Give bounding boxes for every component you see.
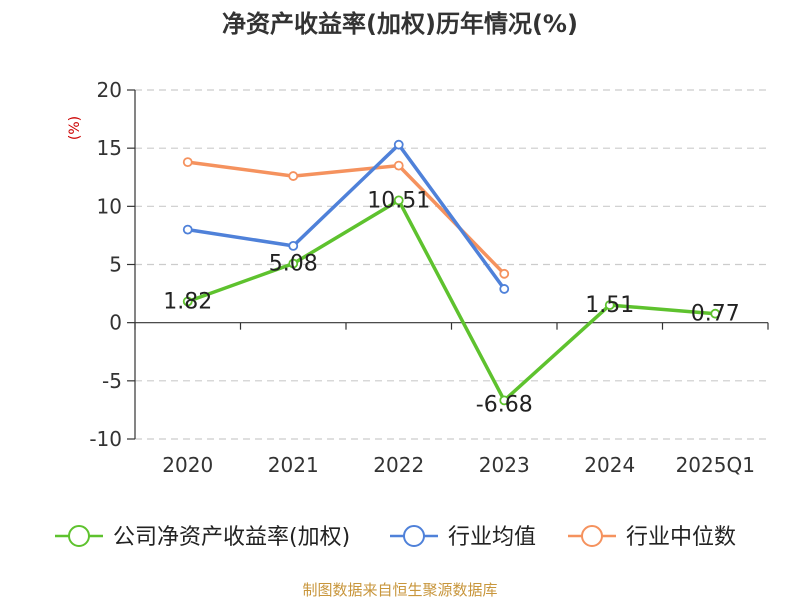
y-tick-label: 0 <box>109 311 122 335</box>
data-point <box>604 300 615 311</box>
legend-label: 公司净资产收益率(加权) <box>113 525 350 550</box>
data-point <box>182 296 193 307</box>
y-tick-label: 20 <box>97 78 122 102</box>
y-tick-label: 15 <box>97 136 122 160</box>
y-tick-label: -10 <box>89 427 122 451</box>
series-line <box>187 142 506 290</box>
data-label: 1.82 <box>163 289 212 314</box>
y-tick-label: 5 <box>109 253 122 277</box>
legend-marker <box>68 525 90 547</box>
legend: 公司净资产收益率(加权) 行业均值 行业中位数 <box>55 525 736 550</box>
x-tick-label: 2020 <box>162 453 213 477</box>
x-tick-label: 2023 <box>479 453 530 477</box>
data-point <box>288 240 299 251</box>
data-label: 10.51 <box>367 188 430 213</box>
data-point <box>393 160 404 171</box>
grid-layer <box>135 89 768 440</box>
chart-title: 净资产收益率(加权)历年情况(%) <box>222 10 578 38</box>
data-label: 0.77 <box>691 302 740 327</box>
data-point <box>182 224 193 235</box>
data-point <box>288 171 299 181</box>
data-label: 5.08 <box>269 252 318 277</box>
data-label: 1.51 <box>585 293 634 318</box>
y-tick-label: -5 <box>102 369 122 393</box>
legend-label: 行业中位数 <box>626 525 736 550</box>
y-tick-label: 10 <box>97 194 122 218</box>
data-point <box>499 284 510 294</box>
legend-marker <box>403 525 425 547</box>
data-label-layer: 1.82 5.08 10.51 -6.68 1.51 0.77 <box>163 188 739 417</box>
data-point <box>288 258 299 269</box>
data-point <box>393 139 404 150</box>
y-axis-label: (%) <box>67 116 83 140</box>
axis-layer: 20 15 10 5 0 -5 -10 2020 2021 2022 2023 2024 2025Q1 <box>89 78 769 477</box>
x-tick-label: 2025Q1 <box>676 453 755 477</box>
data-point <box>393 195 404 206</box>
data-label: -6.68 <box>476 392 533 417</box>
x-tick-label: 2022 <box>373 453 424 477</box>
legend-label: 行业均值 <box>448 525 536 550</box>
legend-marker <box>581 525 603 547</box>
data-point <box>499 395 510 406</box>
source-note: 制图数据来自恒生聚源数据库 <box>302 581 497 599</box>
series-line <box>187 160 506 276</box>
x-tick-label: 2024 <box>584 453 635 477</box>
series-layer <box>182 139 721 406</box>
data-point <box>499 268 510 279</box>
series-line <box>187 198 716 403</box>
x-tick-label: 2021 <box>268 453 319 477</box>
data-point <box>710 308 721 319</box>
data-point <box>182 157 193 168</box>
